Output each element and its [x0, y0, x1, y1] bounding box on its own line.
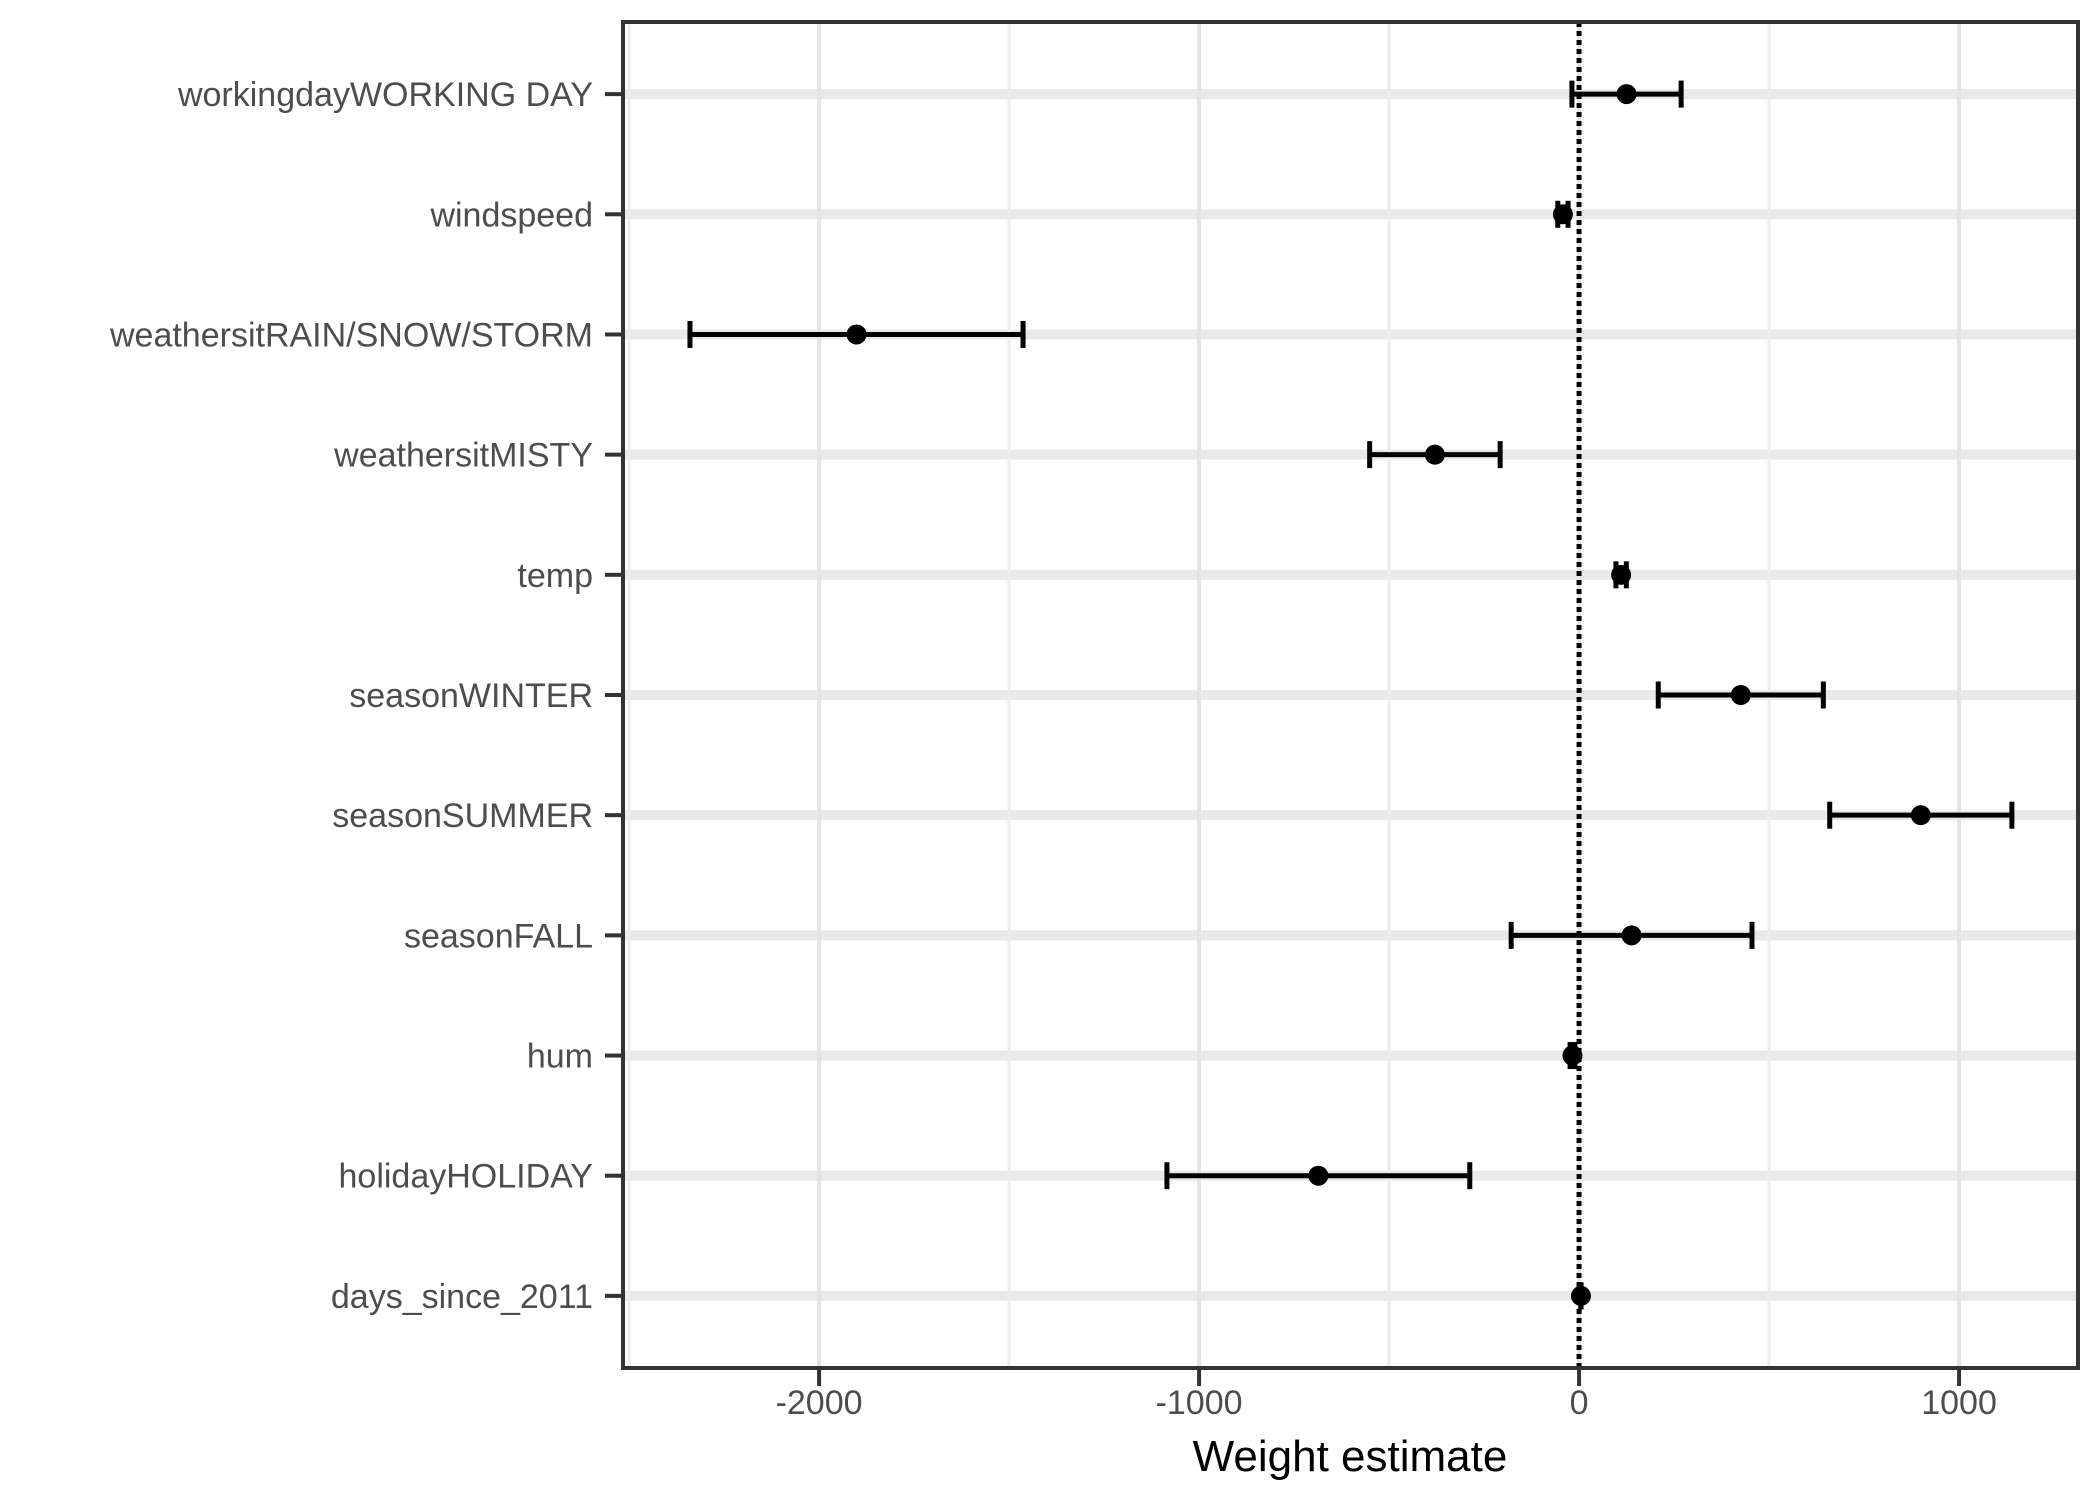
estimate-point [1570, 1285, 1591, 1306]
estimate-point [1616, 84, 1637, 105]
gridline-horizontal [623, 209, 2078, 220]
gridline-vertical-minor [1387, 22, 1391, 1368]
gridline-vertical-major [1197, 22, 1202, 1368]
estimate-point [1730, 685, 1751, 705]
x-tick-label: 0 [1570, 1384, 1589, 1422]
y-axis-label: seasonWINTER [349, 677, 593, 715]
gridline-horizontal [623, 930, 2078, 941]
y-tick-mark [605, 212, 623, 217]
gridline-horizontal [623, 690, 2078, 700]
gridline-vertical-minor [1007, 22, 1011, 1368]
gridline-vertical-major [1957, 22, 1962, 1368]
estimate-point [1611, 564, 1632, 585]
y-tick-mark [605, 933, 623, 938]
y-axis-label: hum [527, 1038, 593, 1076]
x-axis-tick-labels: -2000 -1000 0 1000 [776, 1384, 1997, 1422]
gridline-horizontal [623, 1050, 2078, 1061]
y-axis-labels: workingdayWORKING DAY windspeed weathersit… [109, 76, 593, 1316]
gridline-vertical-minor [627, 22, 631, 1368]
y-axis-label: seasonFALL [404, 917, 593, 955]
gridline-horizontal [623, 569, 2078, 580]
errorbar-row [1508, 921, 1755, 949]
gridline-horizontal [623, 449, 2078, 460]
gridline-horizontal [623, 1290, 2078, 1301]
y-tick-mark [605, 1173, 623, 1178]
gridline-vertical-major [817, 22, 822, 1368]
x-tick-mark [1197, 1368, 1202, 1386]
y-axis-label: temp [517, 557, 593, 595]
y-tick-mark [605, 332, 623, 337]
axis-tick-marks [605, 92, 1962, 1386]
errorbar-row [1164, 1162, 1473, 1190]
errorbar-row [1562, 1042, 1583, 1070]
x-tick-label: 1000 [1921, 1384, 1997, 1422]
errorbar-row [1570, 1282, 1591, 1310]
estimate-point [846, 324, 867, 345]
errorbar-row [1827, 801, 2015, 829]
x-tick-mark [817, 1368, 822, 1386]
y-tick-mark [605, 92, 623, 97]
horizontal-gridlines [623, 89, 2078, 1301]
estimate-point [1424, 444, 1445, 465]
estimate-point [1552, 204, 1573, 225]
y-axis-label: seasonSUMMER [332, 797, 593, 835]
y-axis-label: weathersitMISTY [333, 437, 593, 475]
errorbar-row [1552, 200, 1573, 228]
y-tick-mark [605, 1053, 623, 1058]
error-bars-and-points [687, 80, 2015, 1310]
estimate-point [1308, 1165, 1329, 1186]
y-axis-label: windspeed [429, 196, 593, 234]
gridline-vertical-major [1577, 22, 1582, 1368]
x-axis-title: Weight estimate [1193, 1432, 1508, 1481]
y-tick-mark [605, 572, 623, 577]
y-axis-label: weathersitRAIN/SNOW/STORM [109, 316, 593, 354]
errorbar-row [1611, 561, 1632, 589]
y-axis-label: workingdayWORKING DAY [177, 76, 593, 114]
errorbar-row [687, 320, 1026, 348]
y-axis-label: days_since_2011 [331, 1278, 593, 1316]
x-tick-mark [1577, 1368, 1582, 1386]
x-tick-label: -1000 [1156, 1384, 1243, 1422]
y-axis-label: holidayHOLIDAY [339, 1158, 594, 1196]
estimate-point [1562, 1045, 1583, 1066]
gridline-horizontal [623, 89, 2078, 100]
gridline-horizontal [623, 329, 2078, 340]
y-tick-mark [605, 813, 623, 818]
x-tick-mark [1957, 1368, 1962, 1386]
estimate-point [1621, 925, 1642, 946]
x-tick-label: -2000 [776, 1384, 863, 1422]
errorbar-row [1367, 441, 1503, 469]
y-tick-mark [605, 693, 623, 697]
errorbar-row [1655, 681, 1826, 709]
errorbar-row [1569, 80, 1684, 108]
y-tick-mark [605, 452, 623, 457]
y-tick-mark [605, 1293, 623, 1298]
gridline-horizontal [623, 810, 2078, 821]
estimate-point [1910, 805, 1931, 826]
